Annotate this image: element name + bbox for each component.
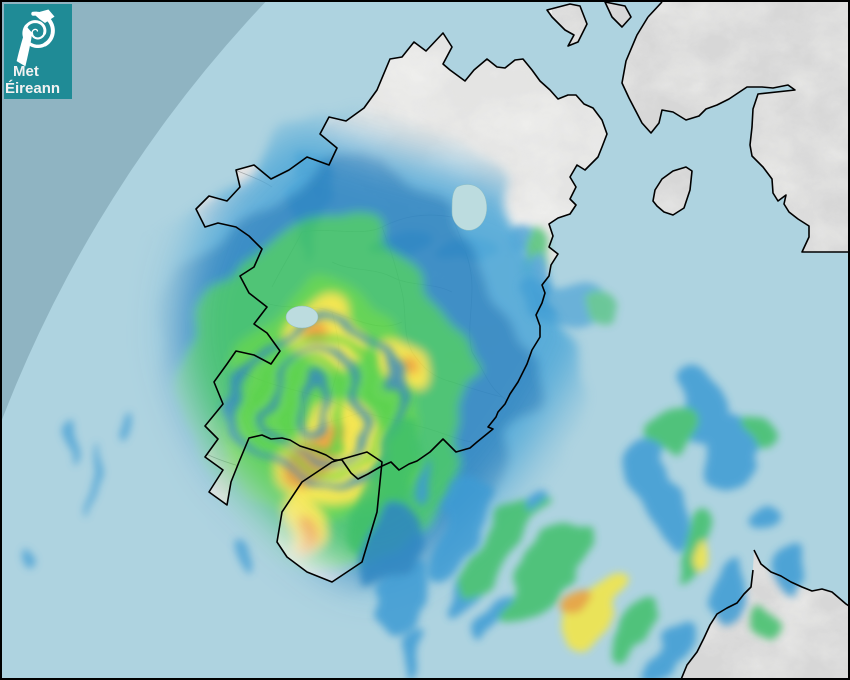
svg-text:Met: Met (13, 63, 39, 80)
svg-text:Éireann: Éireann (5, 80, 60, 97)
